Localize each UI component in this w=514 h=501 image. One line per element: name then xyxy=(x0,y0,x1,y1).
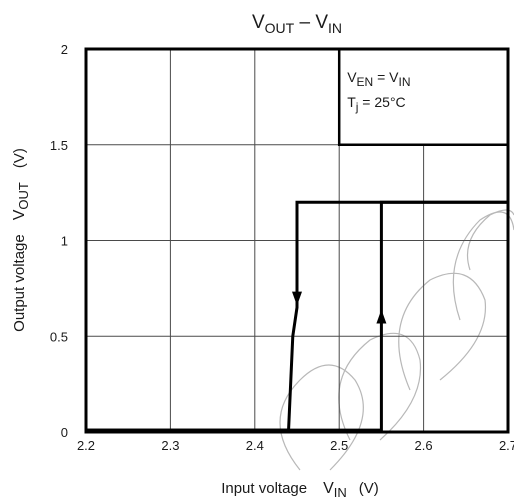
ylabel-sub: OUT xyxy=(16,182,31,210)
arrow-up xyxy=(376,309,387,324)
title-main: V xyxy=(252,12,265,33)
title-sub2: IN xyxy=(328,20,342,36)
y-tick-labels: 0 0.5 1 1.5 2 xyxy=(50,42,68,440)
xlabel-var: V xyxy=(323,480,334,497)
xlabel-sub: IN xyxy=(334,485,347,500)
y-tick-label: 2 xyxy=(61,42,68,57)
y-tick-label: 1 xyxy=(61,234,68,249)
cond0-pre: V xyxy=(347,69,357,85)
x-axis-label: Input voltage VIN (V) xyxy=(221,480,379,500)
ylabel-var: V xyxy=(11,209,28,220)
title-sub1: OUT xyxy=(265,20,295,36)
chart-title: VOUT – VIN xyxy=(252,12,342,36)
x-tick-labels: 2.2 2.3 2.4 2.5 2.6 2.7 xyxy=(77,438,514,453)
xlabel-unit: (V) xyxy=(359,480,379,497)
ylabel-pre: Output voltage xyxy=(11,234,28,332)
y-tick-label: 1.5 xyxy=(50,138,68,153)
x-tick-label: 2.5 xyxy=(330,438,348,453)
cond1-pre: T xyxy=(347,94,356,110)
y-axis-label: Output voltage VOUT (V) xyxy=(11,148,31,332)
xlabel-pre: Input voltage xyxy=(221,480,307,497)
x-tick-label: 2.6 xyxy=(415,438,433,453)
cond0-post: = V xyxy=(373,69,399,85)
y-tick-label: 0.5 xyxy=(50,329,68,344)
cond0-sub2: IN xyxy=(399,75,411,89)
y-tick-label: 0 xyxy=(61,425,68,440)
cond1-sub: j xyxy=(355,100,359,114)
conditions-box: VEN = VIN Tj = 25°C xyxy=(337,47,510,146)
series-line-falling xyxy=(86,200,508,432)
condition-ven: VEN = VIN xyxy=(347,69,410,89)
x-tick-label: 2.7 xyxy=(499,438,514,453)
ylabel-unit: (V) xyxy=(11,148,28,168)
plot-frame xyxy=(84,47,510,434)
x-tick-label: 2.4 xyxy=(246,438,264,453)
condition-tj: Tj = 25°C xyxy=(347,94,405,114)
arrow-down xyxy=(292,291,302,306)
x-tick-label: 2.2 xyxy=(77,438,95,453)
x-tick-label: 2.3 xyxy=(161,438,179,453)
series-lines xyxy=(86,200,508,432)
title-sep: – V xyxy=(294,12,328,33)
cond1-post: = 25°C xyxy=(358,94,405,110)
cond0-sub: EN xyxy=(357,75,374,89)
